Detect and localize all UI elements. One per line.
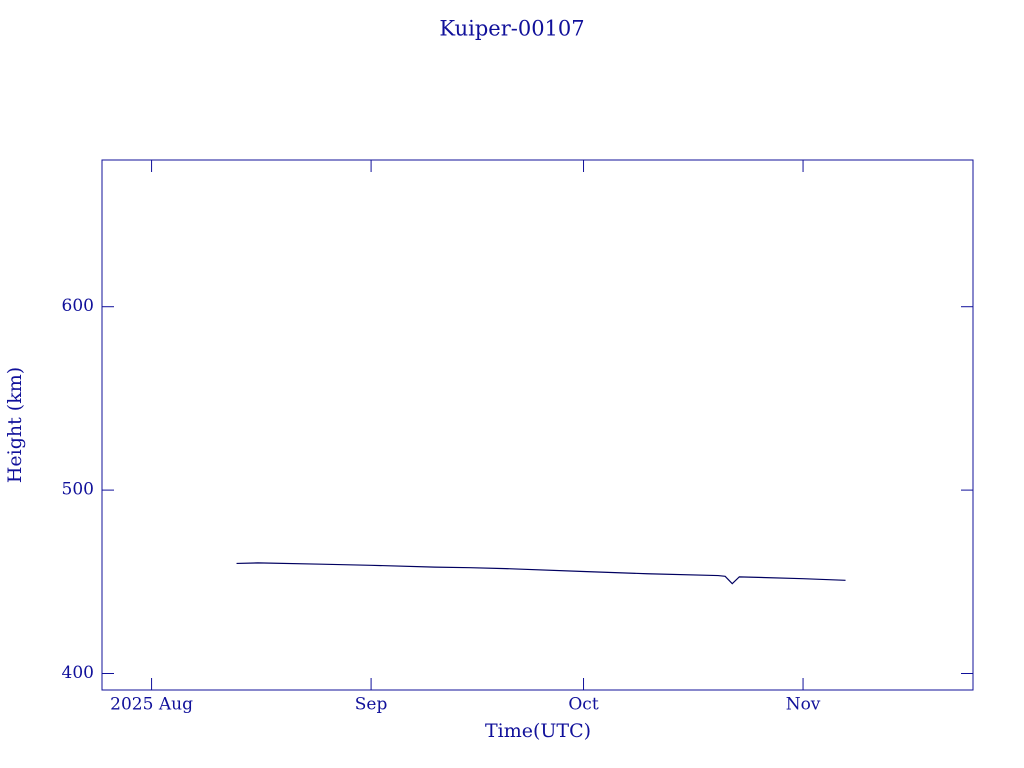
plot-frame bbox=[101, 159, 974, 691]
x-tick-label: 2025 Aug bbox=[110, 695, 193, 715]
y-tick-label: 500 bbox=[62, 480, 94, 500]
y-tick-label: 400 bbox=[62, 663, 94, 683]
x-tick-label: Nov bbox=[786, 695, 821, 715]
chart-title: Kuiper-00107 bbox=[439, 17, 584, 41]
data-line bbox=[236, 562, 846, 585]
y-axis-label: Height (km) bbox=[4, 367, 26, 483]
x-tick-label: Sep bbox=[355, 695, 388, 715]
x-tick-label: Oct bbox=[568, 695, 598, 715]
y-tick-label: 600 bbox=[62, 296, 94, 316]
x-axis-label: Time(UTC) bbox=[485, 720, 591, 742]
